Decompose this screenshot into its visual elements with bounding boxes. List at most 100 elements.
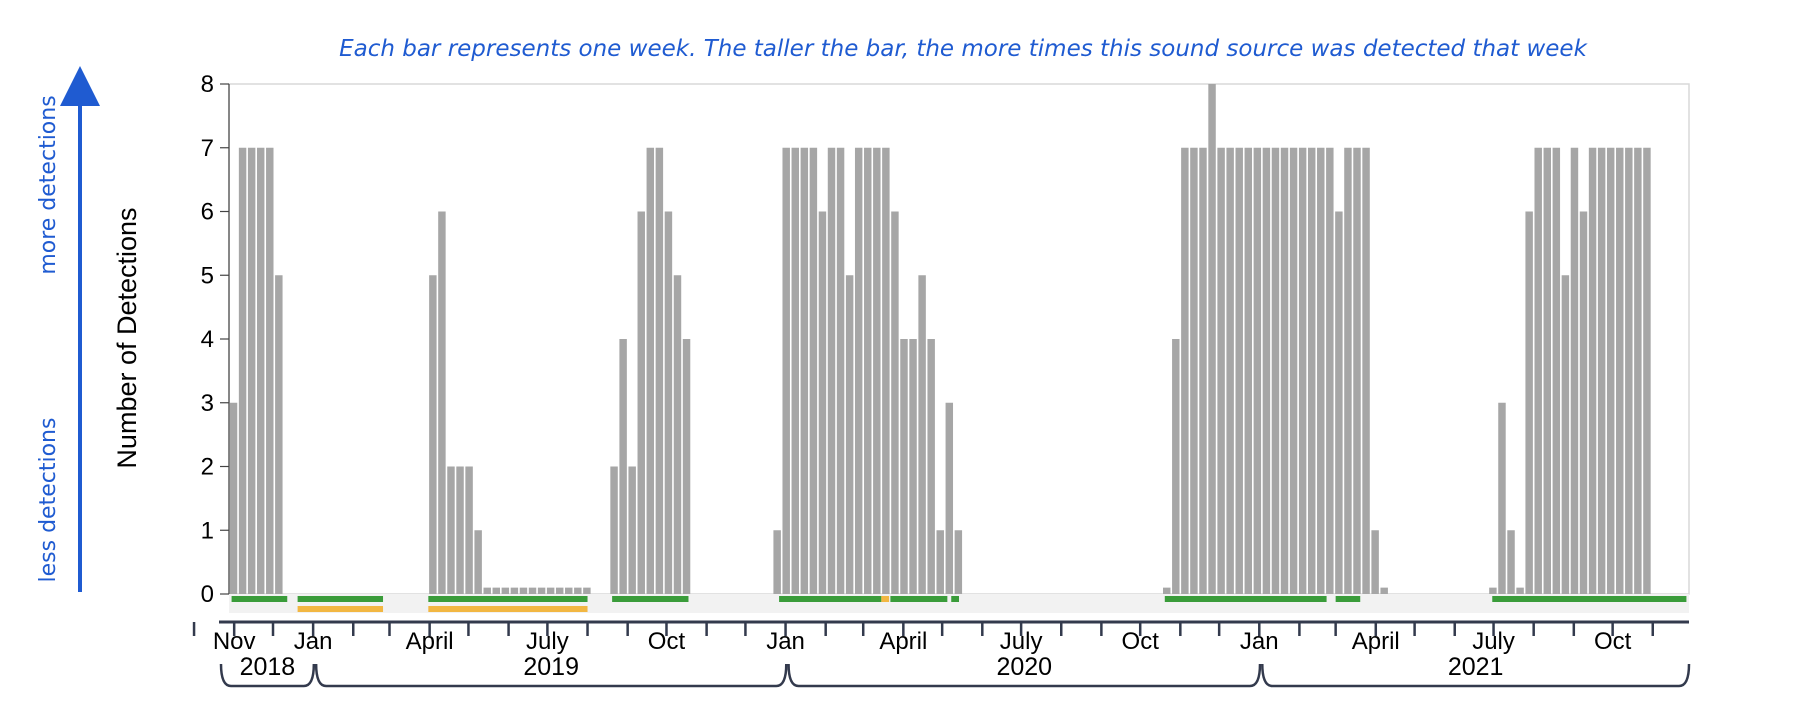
- x-tick-label: July: [1000, 628, 1043, 655]
- detection-bar: [1280, 147, 1289, 594]
- y-tick-label: 3: [201, 390, 214, 417]
- y-tick-label: 8: [201, 71, 214, 98]
- x-tick-label: Jan: [766, 628, 805, 655]
- y-axis-label: Number of Detections: [112, 207, 142, 468]
- detection-bar: [1317, 147, 1325, 594]
- detection-bar: [773, 530, 781, 594]
- effort-bar: [1164, 596, 1327, 602]
- detection-bar: [256, 147, 265, 594]
- detection-bar: [1181, 147, 1189, 594]
- detection-bar: [655, 147, 664, 594]
- detection-bar: [266, 147, 274, 594]
- x-axis: Nov Jan April July Oct Jan April July Oct Jan Apri…: [192, 620, 1689, 655]
- detection-bar: [510, 587, 519, 594]
- detection-bar: [637, 211, 645, 594]
- detection-bar: [1625, 147, 1633, 594]
- detection-bar: [1498, 402, 1506, 594]
- detection-bar: [864, 147, 872, 594]
- detection-bar: [1172, 339, 1180, 594]
- more-detections-label: more detections: [36, 95, 61, 274]
- year-label: 2018: [240, 653, 296, 681]
- detection-bar: [1163, 587, 1171, 594]
- detection-bar: [845, 275, 854, 594]
- detection-bar: [936, 530, 944, 594]
- detection-bar: [800, 147, 809, 594]
- detection-bar: [1543, 147, 1552, 594]
- y-tick-label: 7: [201, 135, 214, 162]
- detection-bar: [1606, 147, 1615, 594]
- effort-bar: [1492, 596, 1687, 602]
- detection-bar: [854, 147, 863, 594]
- detection-bar: [873, 147, 881, 594]
- effort-bar: [890, 596, 948, 602]
- detection-bar: [1516, 587, 1524, 594]
- detection-bar: [954, 530, 963, 594]
- x-tick-label: April: [406, 628, 454, 655]
- effort-bar: [951, 596, 959, 602]
- y-tick-label: 0: [201, 581, 214, 608]
- detection-bar: [1217, 147, 1225, 594]
- detection-bar: [1199, 147, 1207, 594]
- detection-bar: [1507, 530, 1515, 594]
- detection-bar: [1190, 147, 1198, 594]
- detection-bar: [1552, 147, 1561, 594]
- effort-bar: [779, 596, 882, 602]
- detection-bar: [1253, 147, 1262, 594]
- chart-title: Each bar represents one week. The taller…: [339, 36, 1589, 62]
- detection-bar: [1326, 147, 1334, 594]
- detection-bar: [900, 339, 908, 594]
- detection-bar: [1634, 147, 1642, 594]
- detection-bar: [565, 587, 573, 594]
- less-detections-label: less detections: [36, 418, 61, 583]
- detection-bar: [791, 147, 799, 594]
- effort-bar: [881, 596, 890, 602]
- detection-bar: [1244, 147, 1253, 594]
- detection-bar: [836, 147, 845, 594]
- detection-bar: [1208, 84, 1216, 594]
- detection-bar: [1344, 147, 1352, 594]
- effort-bar: [428, 596, 588, 602]
- bars: [229, 84, 1651, 594]
- detection-bar: [1353, 147, 1361, 594]
- year-bracket: [787, 663, 1262, 688]
- x-tick-label: April: [879, 628, 927, 655]
- detection-bar: [483, 587, 491, 594]
- year-bracket: [219, 663, 316, 688]
- detection-bar: [809, 147, 818, 594]
- x-tick-label: July: [526, 628, 569, 655]
- detection-bar: [1307, 147, 1316, 594]
- detection-bar: [546, 587, 555, 594]
- year-label: 2020: [996, 653, 1052, 681]
- x-tick-label: Jan: [294, 628, 333, 655]
- y-tick-label: 6: [201, 199, 214, 226]
- x-tick-label: Oct: [1122, 628, 1160, 655]
- detection-bar: [1643, 147, 1651, 594]
- y-axis: 0 1 2 3 4 5 6 7 8: [201, 71, 230, 608]
- detection-bar: [247, 147, 256, 594]
- detection-bar: [1226, 147, 1234, 594]
- y-tick-label: 2: [201, 454, 214, 481]
- year-label: 2021: [1448, 653, 1504, 681]
- detection-bar: [1579, 211, 1588, 594]
- detection-bar: [1271, 147, 1280, 594]
- detection-bar: [682, 339, 691, 594]
- detection-bar: [1380, 587, 1388, 594]
- detection-bar: [909, 339, 917, 594]
- detection-bar: [456, 466, 464, 594]
- x-tick-label: April: [1352, 628, 1400, 655]
- detection-bar: [1289, 147, 1298, 594]
- x-tick-label: July: [1472, 628, 1515, 655]
- detection-bar: [537, 587, 546, 594]
- detection-bar: [492, 587, 501, 594]
- effort-bars: [231, 596, 1687, 612]
- detection-bar: [1597, 147, 1606, 594]
- detection-bar: [583, 587, 591, 594]
- detection-bar: [474, 530, 482, 594]
- detection-bar: [646, 147, 655, 594]
- detection-bar: [628, 466, 636, 594]
- year-label: 2019: [523, 653, 579, 681]
- x-tick-label: Jan: [1240, 628, 1279, 655]
- x-tick-label: Oct: [648, 628, 686, 655]
- detection-bar: [1525, 211, 1533, 594]
